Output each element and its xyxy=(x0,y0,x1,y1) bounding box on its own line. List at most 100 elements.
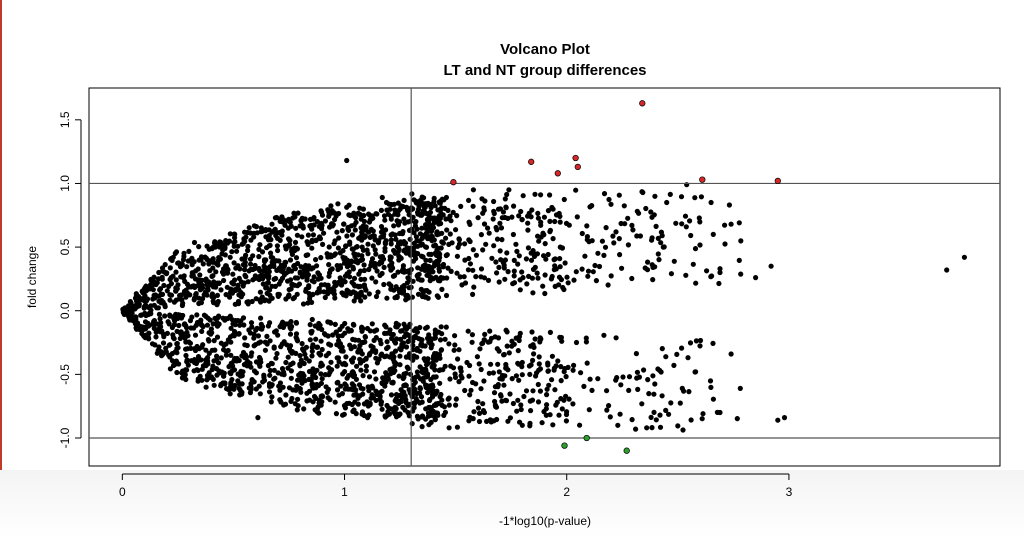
data-point xyxy=(399,342,405,349)
data-point xyxy=(216,368,222,374)
data-point xyxy=(453,227,459,233)
data-point xyxy=(700,411,706,417)
data-point xyxy=(157,316,163,322)
data-point xyxy=(427,257,433,264)
data-point xyxy=(373,397,379,404)
data-point xyxy=(481,221,488,227)
data-point xyxy=(274,243,281,249)
data-point xyxy=(183,294,189,300)
data-point xyxy=(183,346,189,352)
data-point xyxy=(721,222,728,228)
data-point xyxy=(212,347,218,353)
data-point xyxy=(269,221,275,227)
data-point xyxy=(562,260,568,266)
data-point xyxy=(231,328,238,335)
reference-lines xyxy=(89,88,1000,466)
data-point xyxy=(248,384,254,390)
data-point xyxy=(655,366,661,372)
data-point xyxy=(414,329,421,335)
data-point xyxy=(155,276,162,282)
data-point xyxy=(557,256,563,262)
data-point xyxy=(133,314,139,320)
data-point xyxy=(481,205,487,211)
data-point xyxy=(240,315,247,321)
data-point xyxy=(411,240,417,246)
data-point xyxy=(297,386,303,392)
data-point xyxy=(138,312,144,318)
data-point xyxy=(503,327,509,333)
data-point xyxy=(417,231,424,237)
data-point xyxy=(392,348,399,354)
data-point xyxy=(452,333,458,339)
data-point xyxy=(523,256,530,262)
data-point xyxy=(499,237,505,243)
data-point xyxy=(434,230,440,236)
data-point xyxy=(176,322,182,329)
data-point xyxy=(345,386,352,392)
data-point xyxy=(288,368,295,374)
data-point xyxy=(283,392,289,398)
data-point xyxy=(415,291,422,297)
data-point xyxy=(297,363,303,369)
data-point xyxy=(271,344,277,350)
data-point xyxy=(393,320,399,327)
data-point xyxy=(275,370,281,376)
data-point xyxy=(265,280,272,286)
data-point xyxy=(342,279,348,285)
data-point xyxy=(431,402,438,409)
data-point xyxy=(299,376,305,382)
data-point xyxy=(168,275,174,281)
data-point xyxy=(678,345,685,351)
data-point xyxy=(532,336,538,342)
outlier-point xyxy=(768,263,774,269)
data-point xyxy=(448,268,454,275)
data-point xyxy=(343,293,349,299)
data-point xyxy=(301,348,307,354)
data-point xyxy=(546,192,553,198)
data-point xyxy=(382,217,388,223)
data-point xyxy=(528,362,534,368)
data-point xyxy=(443,235,449,241)
data-point xyxy=(341,403,348,409)
data-point xyxy=(571,277,577,283)
data-point xyxy=(368,343,374,349)
data-point xyxy=(197,319,203,325)
data-point xyxy=(142,310,148,317)
data-point xyxy=(379,388,385,394)
data-point xyxy=(264,341,270,347)
data-point xyxy=(236,292,242,298)
data-point xyxy=(501,351,507,358)
data-point xyxy=(321,230,327,236)
data-point xyxy=(469,332,476,338)
data-point xyxy=(186,248,192,254)
data-point xyxy=(365,241,371,247)
data-point xyxy=(277,237,283,243)
data-point xyxy=(422,294,428,300)
data-point xyxy=(437,380,443,386)
data-point xyxy=(387,254,393,260)
data-point xyxy=(674,351,680,358)
data-point xyxy=(659,346,665,352)
chart-subtitle: LT and NT group differences xyxy=(443,62,646,79)
data-point xyxy=(734,416,740,422)
data-point xyxy=(621,203,627,209)
data-point xyxy=(651,391,657,397)
data-point xyxy=(203,360,209,367)
outlier-point xyxy=(961,254,968,260)
data-point xyxy=(504,343,510,349)
data-point xyxy=(630,227,636,233)
data-point xyxy=(467,392,473,398)
data-point xyxy=(489,255,495,261)
data-point xyxy=(462,387,468,394)
data-point xyxy=(360,247,367,253)
data-point xyxy=(520,193,526,199)
data-point xyxy=(427,266,433,272)
data-point xyxy=(592,262,598,269)
data-point xyxy=(295,403,301,409)
data-point xyxy=(334,342,340,348)
data-point xyxy=(614,375,620,381)
data-point xyxy=(650,277,656,283)
data-point xyxy=(227,254,233,260)
y-tick-label: -1.0 xyxy=(58,427,72,448)
data-point xyxy=(519,364,525,370)
